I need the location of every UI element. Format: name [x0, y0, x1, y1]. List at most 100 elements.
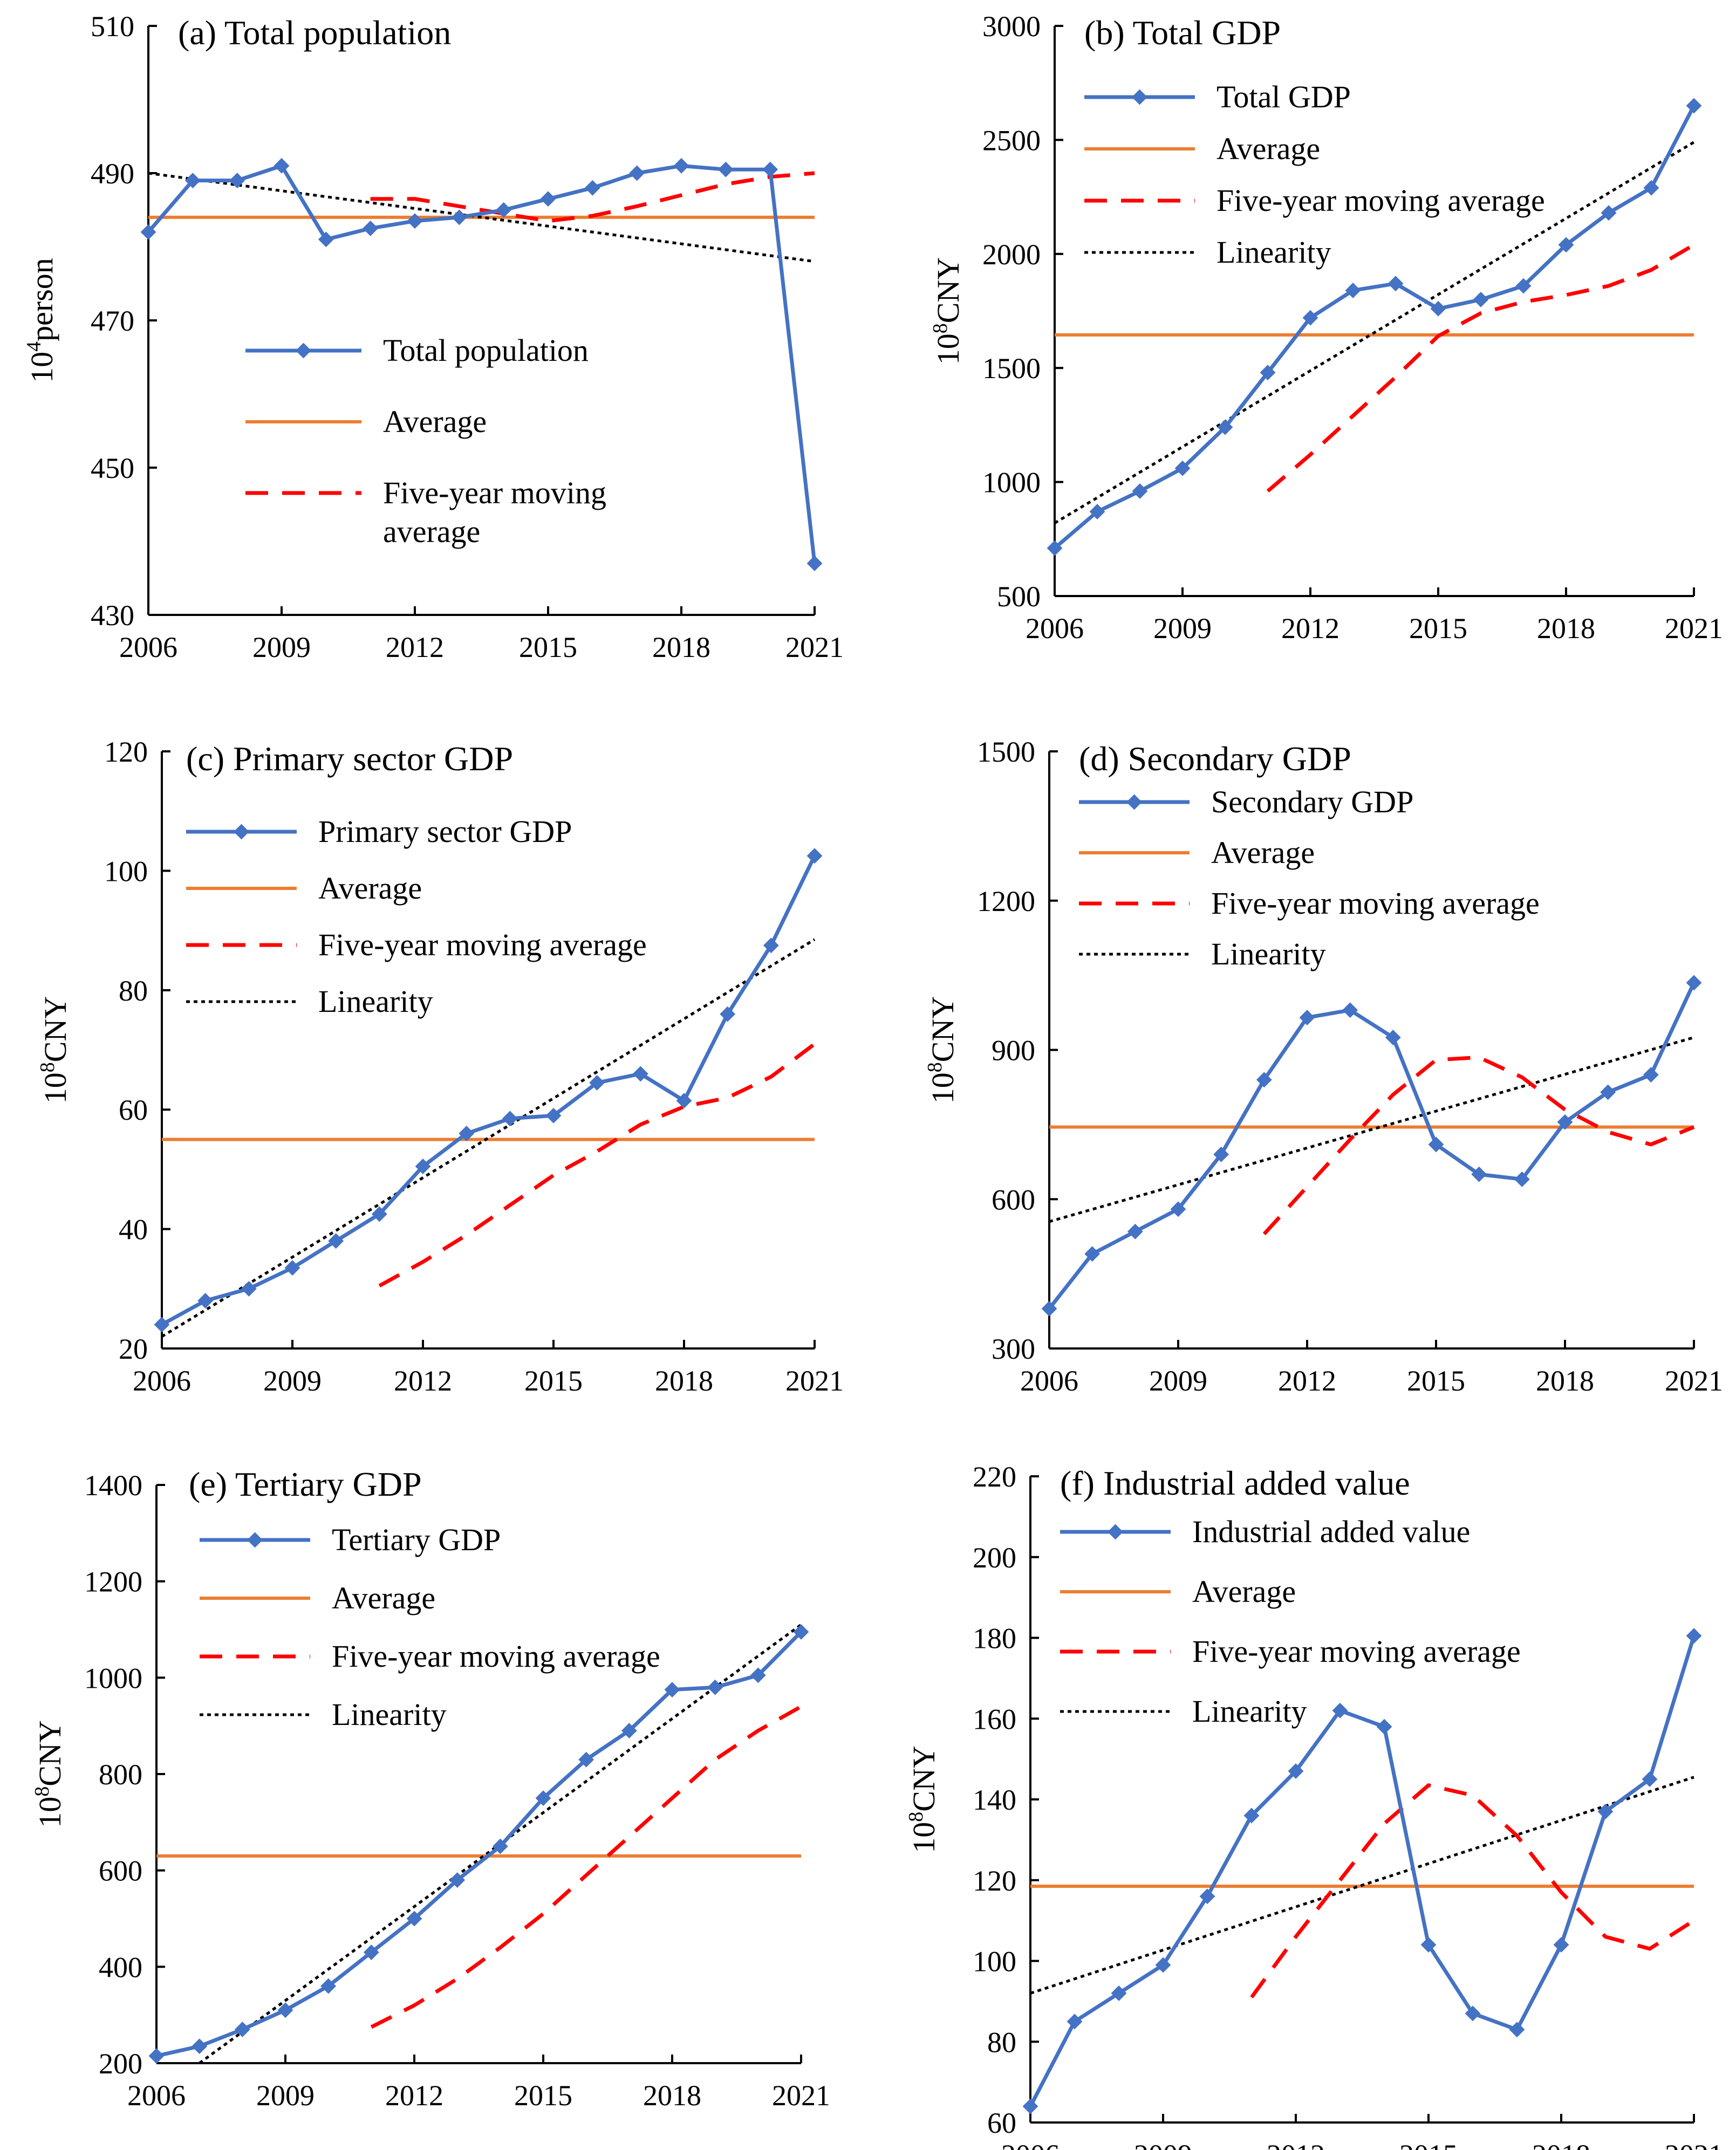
linear-trend-line [1049, 1036, 1694, 1223]
x-tick-label: 2018 [655, 1365, 713, 1397]
series-point [1199, 1888, 1215, 1905]
y-axis-label-sup: 8 [31, 1786, 53, 1797]
legend-label-series: Total population [383, 333, 589, 368]
chart-title: (e) Tertiary GDP [189, 1465, 422, 1503]
y-tick-label: 900 [992, 1035, 1035, 1067]
y-tick-label: 160 [973, 1703, 1016, 1735]
series-point [1465, 2005, 1481, 2022]
y-axis-label: 108CNY [929, 257, 966, 365]
legend-label-average: Average [1211, 835, 1315, 870]
series-point [750, 1667, 766, 1683]
y-axis-label: 108CNY [36, 996, 73, 1104]
series-point [184, 173, 201, 189]
series-point [1557, 1114, 1573, 1130]
legend-label-linear: Linearity [1192, 1694, 1307, 1729]
series-point [1155, 1957, 1171, 1973]
y-tick-label: 200 [99, 2048, 142, 2080]
y-tick-label: 220 [973, 1461, 1016, 1493]
series-point [371, 1206, 387, 1222]
legend-label-linear: Linearity [318, 984, 433, 1019]
chart-e: 200 400 600 800 1000 1200 1400 2006 2009 2012 2015… [31, 1465, 830, 2112]
moving-average-line [1266, 243, 1695, 493]
y-tick-label: 2000 [982, 238, 1041, 271]
series-point [1515, 278, 1532, 294]
series-line [147, 163, 817, 564]
series-point [589, 1074, 605, 1091]
series-point [496, 202, 512, 218]
x-tick-label: 2006 [127, 2079, 186, 2112]
series-point [234, 2022, 250, 2037]
series-point [632, 1066, 648, 1082]
series-point [1388, 276, 1404, 292]
linear-trend-line [1054, 141, 1695, 524]
linear-trend-line [161, 938, 816, 1338]
legend-label-linear: Linearity [332, 1697, 447, 1732]
y-tick-label: 450 [91, 452, 134, 484]
y-tick-label: 100 [104, 855, 148, 887]
y-tick-label: 3000 [982, 10, 1041, 43]
x-tick-label: 2021 [785, 1365, 844, 1397]
series-point [148, 2048, 165, 2064]
y-axis-label-unit: CNY [925, 996, 960, 1062]
series-point [318, 231, 334, 248]
y-tick-label: 40 [119, 1214, 148, 1246]
x-tick-label: 2015 [1399, 2139, 1458, 2150]
series-point [328, 1233, 344, 1249]
x-tick-label: 2018 [1536, 1365, 1594, 1397]
x-tick-label: 2021 [1665, 2139, 1723, 2150]
series-point [1345, 283, 1361, 298]
legend-label-moving: Five-year moving average [1211, 886, 1540, 921]
series-point [406, 1911, 422, 1927]
y-axis-label-base: 10 [38, 1072, 73, 1104]
x-tick-label: 2021 [1665, 1365, 1723, 1397]
moving-average-line [378, 1042, 816, 1288]
x-tick-label: 2015 [1409, 612, 1467, 645]
legend-marker [296, 343, 311, 359]
y-tick-label: 180 [973, 1622, 1016, 1655]
x-tick-label: 2018 [643, 2079, 701, 2112]
y-tick-label: 100 [973, 1946, 1016, 1978]
series-point [1022, 2098, 1038, 2114]
y-tick-label: 1000 [84, 1662, 142, 1694]
x-tick-label: 2012 [385, 2079, 443, 2112]
y-axis-label-base: 10 [906, 1822, 941, 1853]
y-tick-label: 1200 [977, 885, 1035, 917]
x-tick-label: 2009 [256, 2079, 315, 2112]
y-tick-label: 1500 [977, 736, 1035, 768]
legend-label-average: Average [332, 1580, 435, 1615]
series-point [535, 1790, 551, 1806]
series-point [540, 191, 556, 207]
y-axis-label-base: 10 [925, 1072, 960, 1104]
series-line [1048, 982, 1696, 1310]
y-tick-label: 2500 [982, 124, 1041, 156]
series-point [1553, 1937, 1569, 1953]
y-axis-label-unit: CNY [32, 1720, 67, 1786]
y-axis-label: 104person [23, 258, 59, 383]
series-point [1558, 237, 1574, 253]
y-axis-label-unit: CNY [931, 257, 966, 323]
series-point [1509, 2022, 1525, 2038]
series-point [451, 209, 467, 225]
chart-a: 430 450 470 490 510 2006 2009 2012 2015 2018 2021 1… [23, 10, 844, 663]
series-point [1473, 291, 1489, 307]
x-tick-label: 2021 [785, 631, 844, 663]
y-axis-label-base: 10 [931, 333, 966, 365]
x-tick-label: 2012 [394, 1365, 452, 1397]
x-tick-label: 2015 [519, 631, 577, 663]
series-point [1302, 310, 1318, 326]
y-tick-label: 490 [91, 158, 134, 190]
x-tick-label: 2015 [524, 1365, 583, 1397]
series-point [584, 180, 600, 196]
y-tick-label: 300 [992, 1333, 1035, 1365]
series-point [578, 1751, 594, 1768]
series-point [1601, 205, 1617, 221]
y-tick-label: 1400 [84, 1469, 142, 1502]
y-tick-label: 600 [992, 1183, 1035, 1216]
legend-label-series: Industrial added value [1192, 1514, 1470, 1549]
y-tick-label: 1500 [982, 352, 1041, 385]
y-tick-label: 510 [91, 10, 134, 43]
x-tick-label: 2012 [386, 631, 444, 663]
series-point [807, 848, 823, 864]
chart-c: 20 40 60 80 100 120 2006 2009 2012 2015 2018 2021 10… [36, 736, 844, 1397]
series-point [1428, 1136, 1444, 1153]
